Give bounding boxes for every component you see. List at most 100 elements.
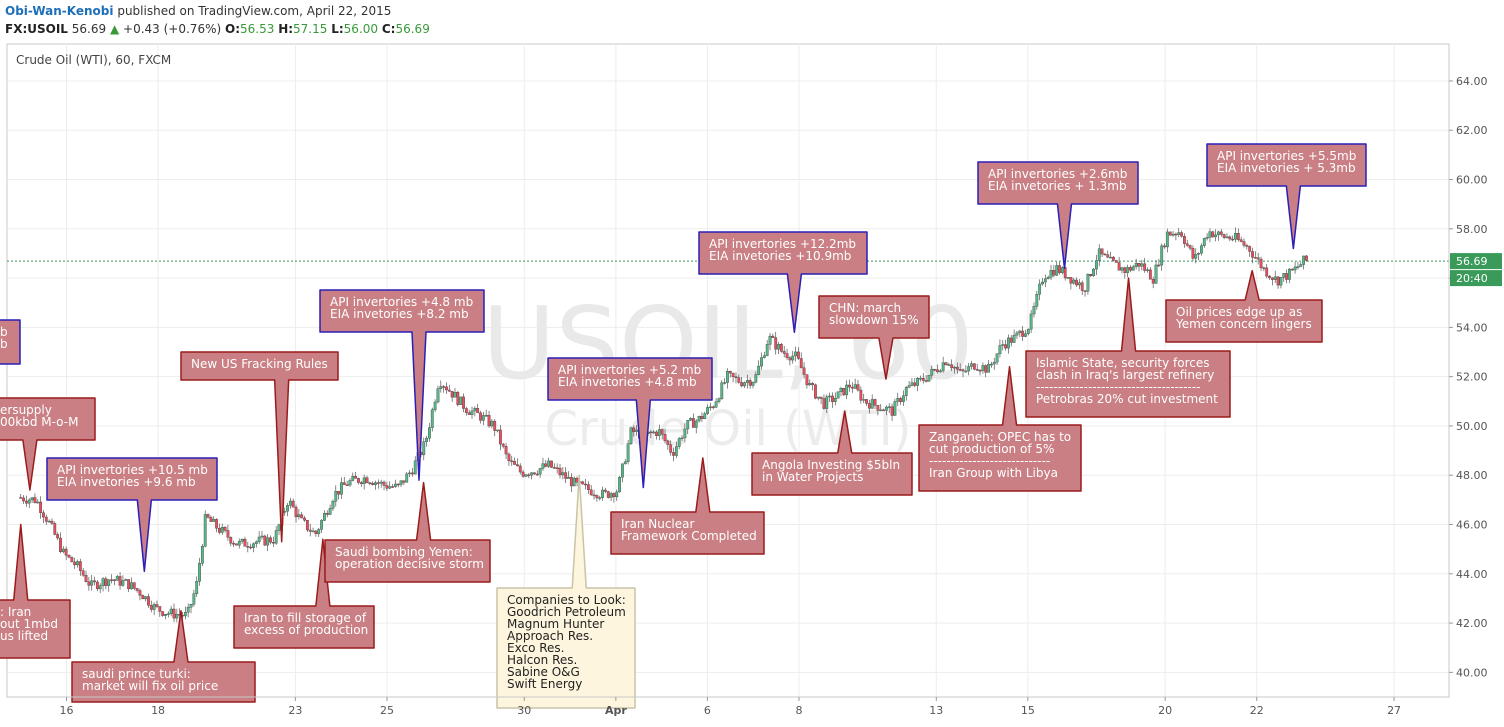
candle-body (938, 370, 942, 373)
candle-body (371, 483, 375, 485)
candle-body (473, 407, 477, 412)
callout-line: API invertories +5.5mb (1217, 149, 1356, 163)
candle-body (890, 406, 894, 416)
x-tick-label: 23 (288, 704, 302, 717)
author-link[interactable]: Obi-Wan-Kenobi (5, 4, 114, 18)
candle-body (972, 363, 976, 370)
callout-api-eia-cut-left[interactable]: bb (0, 319, 21, 365)
candle-body (902, 395, 905, 402)
candle-body (433, 401, 437, 410)
candle-body (910, 382, 914, 386)
candle-body (1236, 232, 1240, 240)
candle-body (564, 472, 568, 479)
callout-saudi-bombing[interactable]: Saudi bombing Yemen:operation decisive s… (324, 481, 491, 583)
candle-body (700, 416, 704, 420)
candle-body (1038, 283, 1042, 295)
candle-body (711, 406, 715, 409)
callout-shape (0, 523, 71, 659)
candle-body (933, 369, 937, 371)
candle-body (56, 534, 60, 539)
candle-body (1146, 269, 1149, 272)
callout-shape (496, 474, 636, 709)
candle-body (1134, 263, 1138, 267)
candle-body (78, 561, 82, 571)
callout-saudi-prince[interactable]: saudi prince turki:market will fix oil p… (71, 610, 256, 703)
current-price-label: 56.69 (1456, 255, 1488, 268)
y-axis-panel[interactable] (1449, 44, 1504, 697)
candle-body (831, 395, 834, 402)
candle-body (1046, 277, 1050, 280)
candle-body (90, 580, 94, 586)
candle-body (479, 412, 482, 421)
callout-shape (0, 319, 21, 365)
candle-body (127, 579, 130, 590)
callout-line: clash in Iraq's largest refinery (1036, 368, 1214, 382)
candle-body (510, 460, 514, 463)
callout-fracking-rules[interactable]: New US Fracking Rules (180, 351, 339, 543)
candle-body (533, 472, 536, 475)
candle-body (470, 410, 474, 415)
candle-body (59, 537, 62, 553)
candle-body (33, 497, 37, 503)
callout-line: market will fix oil price (82, 679, 218, 693)
candle-body (1151, 279, 1155, 284)
candle-body (618, 476, 621, 493)
candle-body (547, 460, 551, 467)
candle-body (334, 491, 338, 502)
candle-body (740, 382, 744, 387)
candle-body (853, 384, 857, 389)
candle-body (1143, 263, 1147, 271)
candle-body (1066, 277, 1070, 279)
callout-companies[interactable]: Companies to Look:Goodrich PetroleumMagn… (496, 474, 636, 709)
candle-body (521, 471, 525, 477)
candle-body (782, 351, 786, 354)
candle-body (294, 506, 298, 518)
candle-body (726, 371, 729, 383)
callout-line: CHN: march (829, 301, 901, 315)
candle-body (376, 482, 380, 484)
candle-body (771, 335, 775, 338)
callout-shape (46, 457, 218, 573)
candle-body (1069, 277, 1073, 284)
candle-body (235, 543, 238, 546)
candle-body (862, 399, 866, 401)
candle-body (924, 380, 928, 382)
candle-body (1086, 274, 1090, 292)
price-chart[interactable]: USOIL, 60 Crude Oil (WTI) Crude Oil (WTI… (0, 40, 1504, 727)
candle-body (808, 383, 812, 386)
candle-body (447, 389, 451, 392)
candle-body (1120, 267, 1124, 271)
candle-body (987, 363, 990, 373)
candle-body (357, 478, 360, 483)
x-axis[interactable]: 16 18 23 25 30 Apr 6 8 13 15 20 22 27 (60, 697, 1402, 717)
candle-body (467, 412, 471, 415)
callout-shape (1165, 269, 1323, 343)
candle-body (1279, 277, 1283, 286)
candle-body (970, 363, 973, 367)
callout-shape (233, 538, 375, 649)
candle-body (27, 499, 31, 504)
candle-body (876, 405, 880, 411)
candle-body (481, 415, 485, 421)
callout-shape (1206, 143, 1367, 250)
candle-body (76, 561, 79, 566)
candle-body (669, 444, 673, 453)
candle-body (530, 472, 534, 476)
candle-body (317, 529, 321, 534)
candle-body (978, 370, 982, 372)
